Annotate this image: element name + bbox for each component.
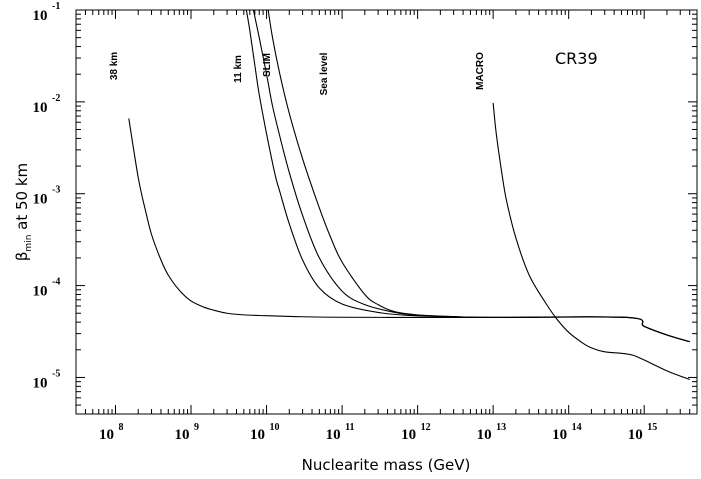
x-tick-exponent: 10 [270, 422, 280, 433]
y-tick-label: 10 [33, 375, 48, 391]
series-label-11-km: 11 km [233, 55, 244, 83]
series-label-38-km: 38 km [109, 52, 120, 80]
x-tick-exponent: 9 [194, 422, 199, 433]
y-tick-exponent: -3 [52, 185, 60, 196]
y-tick-label: 10 [33, 100, 48, 116]
series-line-38-km [128, 118, 690, 343]
x-tick-label: 10 [628, 427, 643, 443]
x-tick-label: 10 [175, 427, 190, 443]
y-axis-title-rest: at 50 km [13, 163, 31, 235]
series-label-macro: MACRO [475, 52, 486, 90]
axis-ticks [75, 9, 698, 415]
y-axis-title: βmin at 50 km [13, 163, 34, 261]
y-tick-label: 10 [33, 192, 48, 208]
y-axis-title-symbol: β [13, 252, 31, 262]
x-tick-label: 10 [477, 427, 492, 443]
x-tick-label: 10 [401, 427, 416, 443]
x-tick-label: 10 [552, 427, 567, 443]
x-axis-title: Nuclearite mass (GeV) [302, 456, 471, 474]
y-axis-title-subscript: min [24, 235, 34, 252]
x-tick-label: 10 [326, 427, 341, 443]
x-tick-exponent: 11 [345, 422, 354, 433]
series-line-macro [492, 103, 690, 381]
x-tick-label: 10 [99, 427, 114, 443]
series-line-11-km [245, 9, 690, 343]
y-tick-exponent: -4 [52, 277, 60, 288]
series-labels: 38 km 11 km SLIM Sea level MACRO [109, 52, 486, 96]
x-tick-exponent: 15 [647, 422, 657, 433]
y-tick-exponent: -5 [52, 368, 60, 379]
cr39-annotation: CR39 [555, 49, 598, 68]
x-tick-label: 10 [250, 427, 265, 443]
series-label-sea-level: Sea level [319, 52, 330, 95]
x-tick-exponent: 8 [118, 422, 123, 433]
y-tick-labels: 10 -1 10 -2 10 -3 10 -4 10 -5 [33, 1, 61, 391]
x-tick-exponent: 14 [572, 422, 582, 433]
series-lines [128, 9, 690, 381]
y-tick-label: 10 [33, 8, 48, 24]
y-tick-label: 10 [33, 284, 48, 300]
x-tick-labels: 10 8 10 9 10 10 10 11 10 12 10 13 10 14 10 15 [99, 422, 657, 443]
y-tick-exponent: -1 [52, 1, 60, 12]
series-label-slim: SLIM [262, 53, 273, 77]
plot-frame [75, 9, 698, 415]
x-tick-exponent: 13 [496, 422, 506, 433]
y-tick-exponent: -2 [52, 93, 60, 104]
series-line-sea-level [267, 9, 690, 343]
x-tick-exponent: 12 [421, 422, 431, 433]
